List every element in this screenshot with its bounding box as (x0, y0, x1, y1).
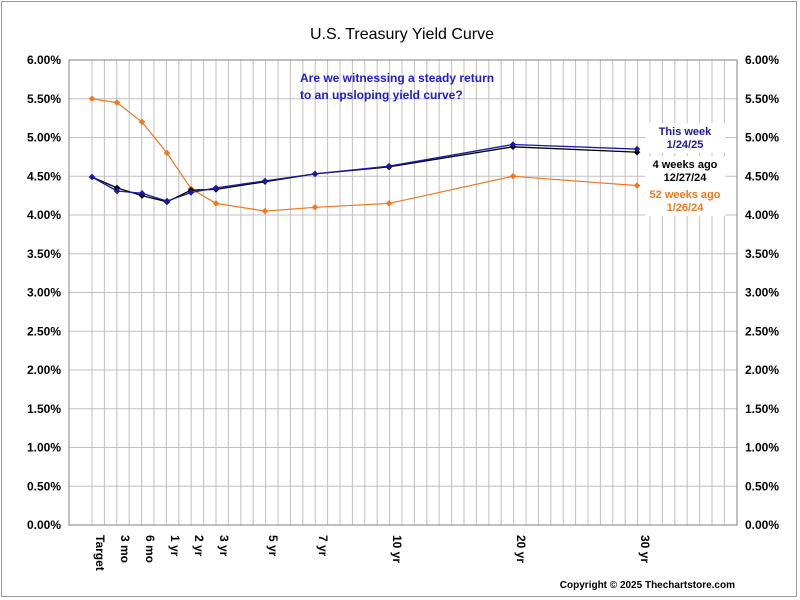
chart-title: U.S. Treasury Yield Curve (310, 26, 494, 43)
data-point-marker (88, 173, 96, 181)
data-point-marker (88, 95, 96, 103)
plot-area (68, 59, 738, 526)
x-tick-label: 5 yr (266, 535, 280, 557)
y-tick-label-left: 4.50% (27, 169, 61, 183)
data-point-marker (138, 189, 146, 197)
legend-backdrop (645, 186, 725, 216)
y-tick-label-right: 2.50% (745, 324, 779, 338)
legend-backdrop (645, 123, 725, 153)
x-tick-label: 20 yr (514, 535, 528, 563)
x-axis: Target 3 mo 6 mo 1 yr 2 yr 3 yr 5 yr 7 yr 10 yr 2… (93, 535, 652, 571)
data-point-marker (385, 200, 393, 207)
y-tick-label-left: 3.00% (27, 286, 61, 300)
y-tick-label-left: 2.50% (27, 324, 61, 338)
legend-label: 1/24/25 (667, 139, 704, 151)
y-tick-label-left: 4.00% (27, 208, 61, 222)
series-this-week (88, 141, 641, 205)
y-tick-label-left: 5.00% (27, 131, 61, 145)
x-tick-label: 3 yr (217, 535, 231, 557)
x-tick-label: 7 yr (316, 535, 330, 557)
data-point-marker (113, 99, 121, 106)
legend-label: 4 weeks ago (653, 159, 718, 171)
data-point-marker (509, 172, 517, 180)
data-point-marker (261, 177, 269, 185)
legend-label: This week (659, 126, 712, 138)
y-tick-label-left: 1.00% (27, 441, 61, 455)
y-tick-label-left: 6.00% (27, 53, 61, 67)
legend-backdrop (645, 156, 725, 186)
annotation-line-1: Are we witnessing a steady return (300, 71, 494, 85)
y-tick-label-right: 0.00% (745, 518, 779, 532)
data-point-marker (385, 162, 393, 170)
y-tick-label-right: 3.50% (745, 247, 779, 261)
grid-layer (69, 59, 737, 526)
series-fifty-two-weeks (88, 95, 641, 215)
data-point-marker (261, 207, 269, 215)
y-tick-label-right: 0.50% (745, 479, 779, 493)
data-point-marker (113, 187, 121, 195)
y-tick-label-left: 0.00% (27, 518, 61, 532)
x-tick-label: 6 mo (143, 535, 157, 563)
copyright-text: Copyright © 2025 Thechartstore.com (560, 580, 735, 591)
y-tick-label-right: 4.00% (745, 208, 779, 222)
data-point-marker (509, 141, 517, 148)
annotation-line-2: to an upsloping yield curve? (300, 88, 463, 102)
y-tick-label-right: 5.00% (745, 131, 779, 145)
y-tick-label-left: 0.50% (27, 479, 61, 493)
y-tick-label-right: 1.50% (745, 402, 779, 416)
data-point-marker (163, 197, 171, 205)
x-tick-label: 30 yr (638, 535, 652, 563)
y-axis-left: 0.00% 0.50% 1.00% 1.50% 2.00% 2.50% 3.00% 3.50%… (27, 53, 61, 532)
y-tick-label-left: 5.50% (27, 92, 61, 106)
data-point-marker (311, 170, 319, 178)
data-point-marker (163, 149, 171, 157)
data-point-marker (138, 118, 146, 126)
x-tick-label: 1 yr (168, 535, 182, 557)
legend-label: 1/26/24 (667, 202, 705, 214)
y-tick-label-left: 2.00% (27, 363, 61, 377)
series-layer (88, 95, 641, 215)
y-tick-label-right: 4.50% (745, 169, 779, 183)
annotation: Are we witnessing a steady return to an … (300, 71, 494, 102)
data-point-marker (633, 182, 641, 189)
y-tick-label-right: 3.00% (745, 286, 779, 300)
y-tick-label-right: 1.00% (745, 441, 779, 455)
x-tick-label: 2 yr (192, 535, 206, 557)
data-point-marker (212, 200, 220, 207)
y-tick-label-left: 3.50% (27, 247, 61, 261)
data-point-marker (311, 203, 319, 211)
data-point-marker (633, 145, 641, 153)
x-tick-label: 10 yr (390, 535, 404, 563)
y-axis-right: 0.00% 0.50% 1.00% 1.50% 2.00% 2.50% 3.00% 3.50%… (745, 53, 779, 532)
x-tick-label: Target (93, 535, 107, 571)
y-tick-label-right: 2.00% (745, 363, 779, 377)
y-tick-label-left: 1.50% (27, 402, 61, 416)
x-tick-label: 3 mo (118, 535, 132, 563)
y-tick-label-right: 5.50% (745, 92, 779, 106)
legend-label: 52 weeks ago (650, 189, 721, 201)
y-tick-label-right: 6.00% (745, 53, 779, 67)
data-point-marker (187, 189, 195, 196)
data-point-marker (212, 184, 220, 192)
legend-label: 12/27/24 (664, 172, 708, 184)
